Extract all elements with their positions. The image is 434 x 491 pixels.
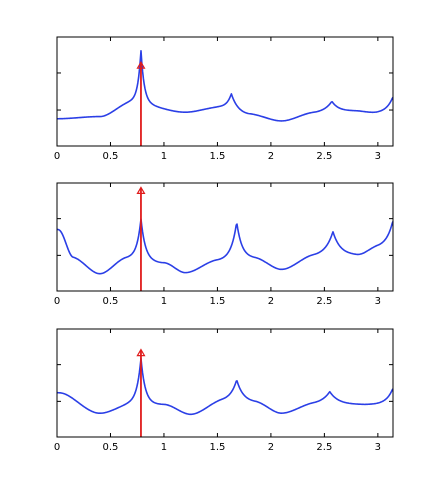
impulse-arrowhead-2 (136, 186, 146, 194)
x-tick-label: 2.5 (316, 151, 332, 162)
x-tick-label: 2 (268, 151, 274, 162)
response-curve-1 (56, 49, 394, 122)
x-tick-label: 1 (161, 151, 167, 162)
x-tick-label: 1 (161, 442, 167, 453)
x-tick-label: 2.5 (316, 442, 332, 453)
x-tick-label: 3 (375, 442, 381, 453)
x-tick-label: 0.5 (103, 442, 119, 453)
impulse-arrowhead-1 (136, 60, 146, 69)
axes-frame-3 (56, 328, 394, 438)
axes-frame-1 (56, 36, 394, 147)
x-tick-label: 2.5 (316, 296, 332, 307)
x-tick-label: 0.5 (103, 151, 119, 162)
x-tick-label: 2 (268, 442, 274, 453)
axes-frame-2 (56, 182, 394, 292)
x-tick-label: 1.5 (209, 296, 225, 307)
x-tick-label: 0 (54, 296, 60, 307)
x-tick-label: 3 (375, 296, 381, 307)
subplot-3: 0 0.5 1 1.5 2 2.5 3 (54, 328, 394, 453)
subplot-1: 0 0.5 1 1.5 2 2.5 3 (54, 36, 394, 162)
x-tick-label: 1.5 (209, 442, 225, 453)
x-tick-label: 0.5 (103, 296, 119, 307)
x-tick-label: 3 (375, 151, 381, 162)
x-tick-label: 0 (54, 151, 60, 162)
x-tick-label: 1.5 (209, 151, 225, 162)
x-tick-label: 1 (161, 296, 167, 307)
response-curve-3 (56, 357, 394, 416)
x-tick-label: 2 (268, 296, 274, 307)
x-tick-label: 0 (54, 442, 60, 453)
impulse-arrowhead-3 (136, 348, 146, 357)
response-curve-2 (56, 218, 394, 275)
subplot-2: 0 0.5 1 1.5 2 2.5 3 (54, 182, 394, 307)
